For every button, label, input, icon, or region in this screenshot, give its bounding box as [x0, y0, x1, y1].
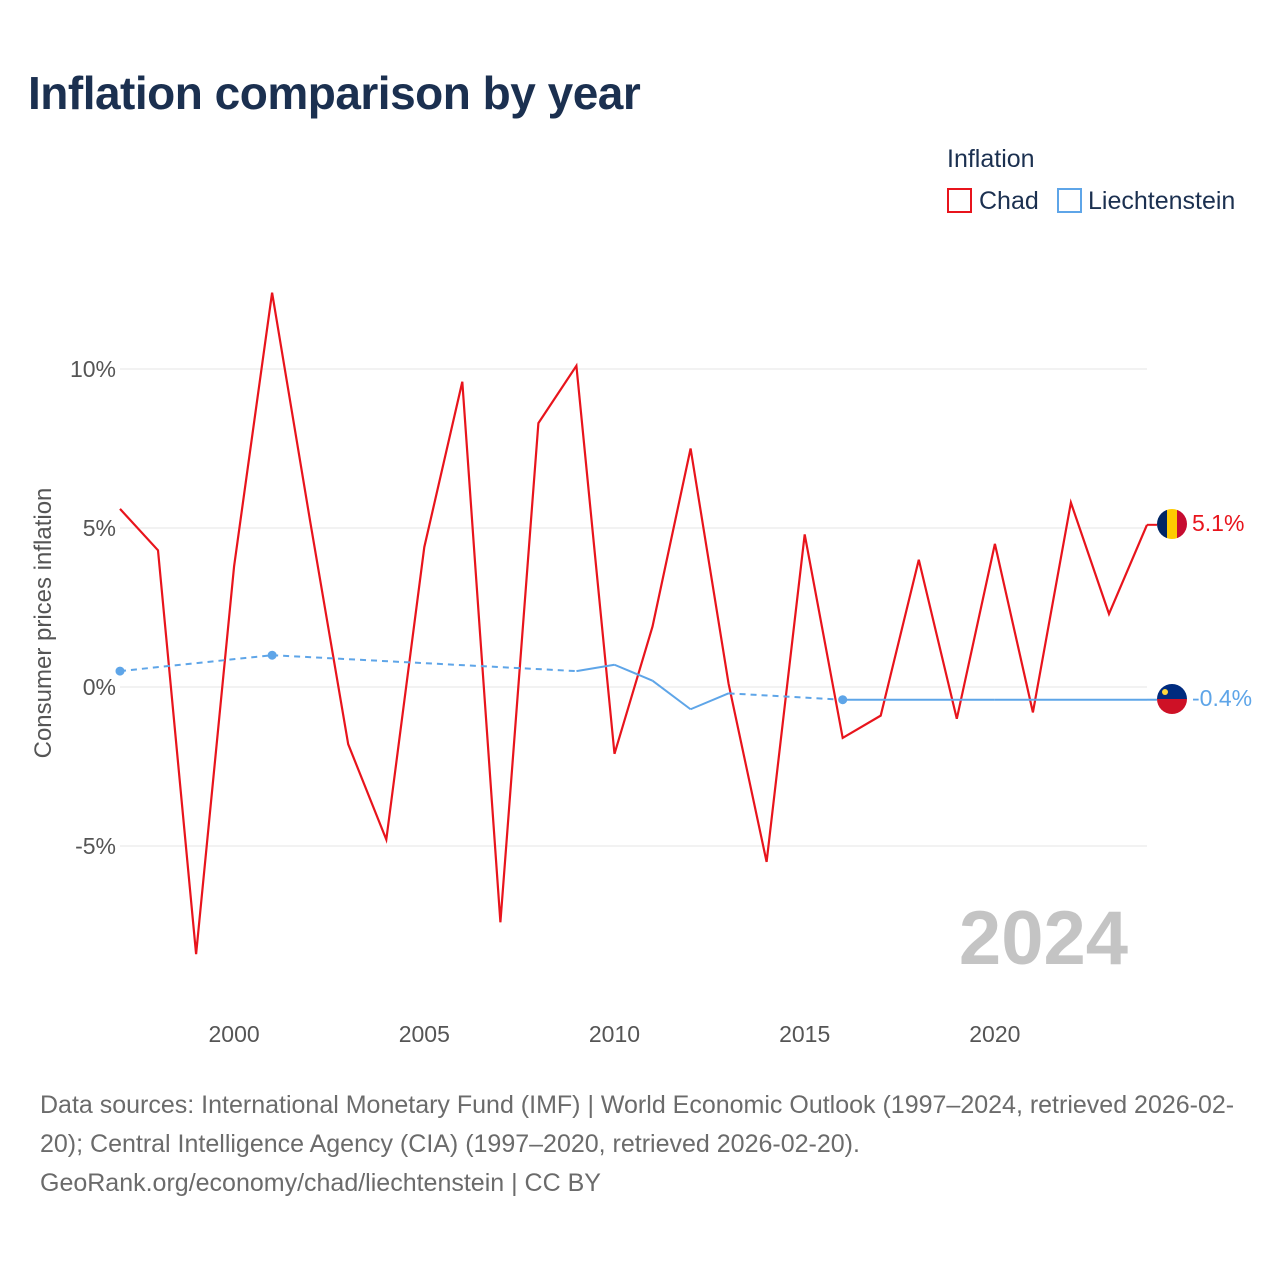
y-axis-ticks: 10% 5% 0% -5% [70, 356, 116, 859]
y-tick-label: 10% [70, 356, 116, 382]
x-tick-label: 2000 [209, 1021, 260, 1047]
source-link[interactable]: GeoRank.org/economy/chad/liechtenstein |… [40, 1169, 601, 1197]
legend-label-liechtenstein: Liechtenstein [1088, 187, 1235, 215]
legend-item-chad[interactable]: Chad [947, 187, 1039, 215]
liechtenstein-flag-icon [1157, 684, 1187, 714]
series-point-liechtenstein [115, 666, 125, 676]
legend-swatch-liechtenstein [1057, 188, 1082, 213]
series-line-chad [119, 292, 1149, 955]
liechtenstein-end-value: -0.4% [1192, 685, 1252, 711]
series-point-liechtenstein [267, 650, 277, 660]
x-tick-label: 2015 [779, 1021, 830, 1047]
series-markers [115, 650, 848, 705]
end-labels: 5.1% -0.4% [1157, 509, 1252, 714]
series-segment-liechtenstein [119, 654, 273, 673]
series-segment-liechtenstein [614, 663, 653, 682]
chad-flag-icon [1157, 509, 1187, 539]
series-segment-liechtenstein [576, 663, 615, 673]
source-note: Data sources: International Monetary Fun… [40, 1086, 1250, 1203]
x-tick-label: 2020 [969, 1021, 1020, 1047]
series-segment-liechtenstein [728, 692, 843, 701]
y-axis-label: Consumer prices inflation [30, 488, 57, 759]
year-watermark: 2024 [959, 896, 1128, 981]
series-segment-liechtenstein [272, 654, 577, 673]
y-tick-label: 0% [83, 674, 116, 700]
x-axis-ticks: 2000 2005 2010 2015 2020 [209, 1021, 1021, 1047]
series-segment-liechtenstein [690, 692, 729, 711]
legend-item-liechtenstein[interactable]: Liechtenstein [1057, 187, 1235, 215]
chad-end-value: 5.1% [1192, 510, 1244, 536]
chart-title: Inflation comparison by year [28, 67, 641, 119]
y-tick-label: -5% [75, 833, 116, 859]
legend-swatch-chad [947, 188, 972, 213]
legend-title: Inflation [947, 145, 1035, 173]
x-tick-label: 2010 [589, 1021, 640, 1047]
y-tick-label: 5% [83, 515, 116, 541]
series-segment-liechtenstein [651, 679, 692, 711]
source-text: Data sources: International Monetary Fun… [40, 1091, 1235, 1158]
series-point-liechtenstein [838, 695, 848, 705]
grid-lines [120, 368, 1147, 847]
series-lines [119, 292, 1157, 955]
legend-label-chad: Chad [979, 187, 1039, 215]
legend: Inflation Chad Liechtenstein [947, 145, 1235, 215]
x-tick-label: 2005 [399, 1021, 450, 1047]
